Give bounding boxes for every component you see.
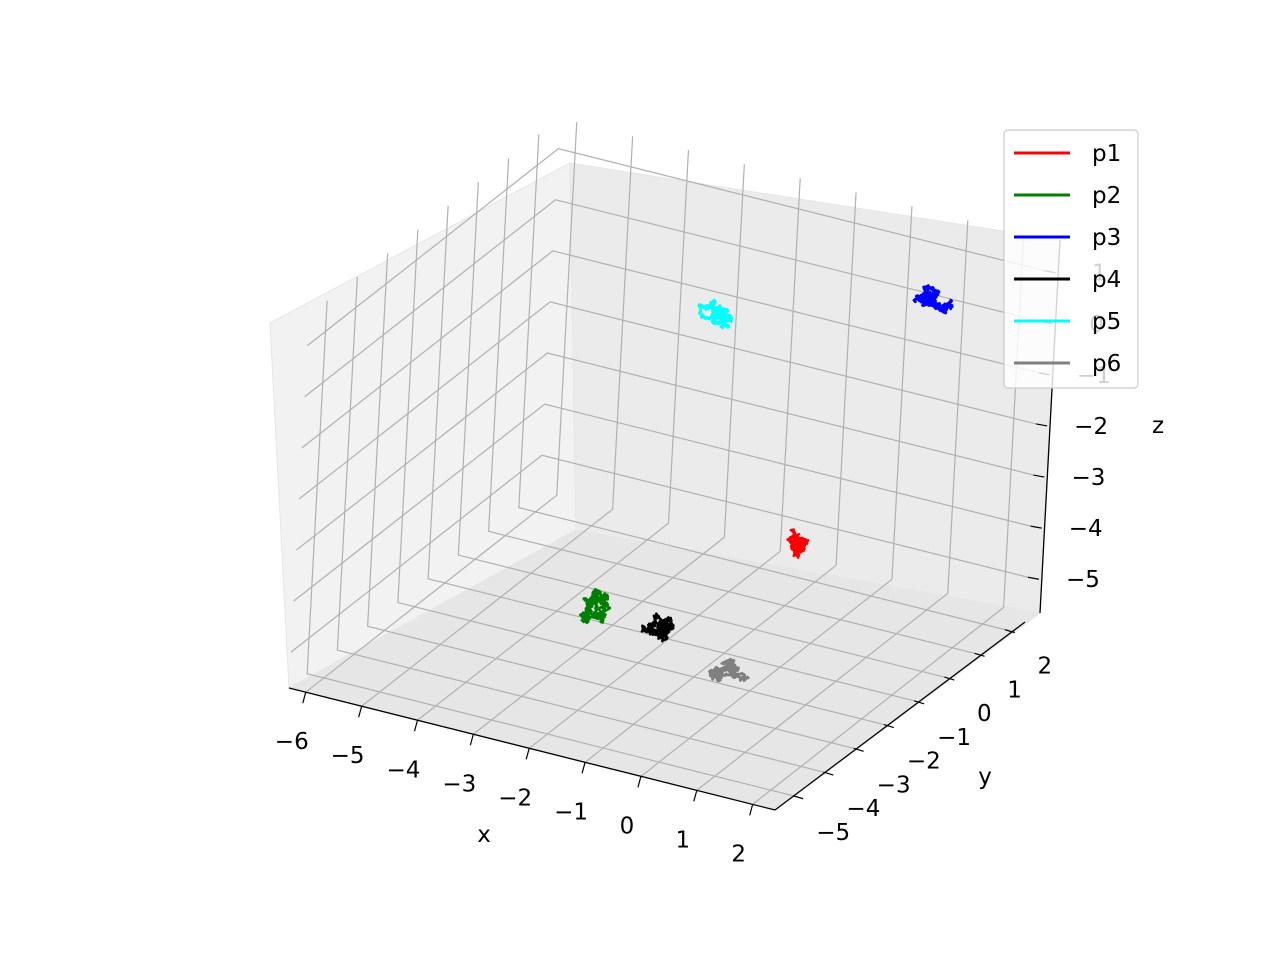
z-tick-label: −5 xyxy=(1066,567,1100,593)
series-p4-trajectory xyxy=(640,612,675,643)
y-tick-label: −1 xyxy=(937,725,971,751)
x-tick-label: −5 xyxy=(331,743,365,769)
series-p1-trajectory xyxy=(786,528,810,559)
y-gridline xyxy=(397,229,885,726)
z-tick xyxy=(1036,423,1048,427)
y-axis-line xyxy=(774,621,1026,811)
series-group xyxy=(578,284,954,683)
z-tick xyxy=(1033,474,1045,478)
x-tick xyxy=(525,748,530,760)
x-tick-label: 2 xyxy=(731,841,746,867)
z-tick-label: −2 xyxy=(1074,414,1108,440)
legend: p1 p2 p3 p4 p5 p6 xyxy=(1003,129,1139,389)
y-gridline xyxy=(427,205,915,702)
x-tick-label: −4 xyxy=(387,757,421,783)
z-gridline xyxy=(301,250,1040,449)
y-tick-label: −4 xyxy=(846,796,880,822)
y-gridline xyxy=(457,182,945,678)
y-tick xyxy=(823,771,834,776)
series-p2-trajectory xyxy=(578,587,612,625)
x-gridline xyxy=(528,178,801,749)
z-axis-label: z xyxy=(1152,413,1164,439)
x-axis-label: x xyxy=(477,822,491,848)
y-tick xyxy=(944,676,955,681)
y-gridline xyxy=(518,134,1005,631)
y-tick xyxy=(853,747,864,752)
y-axis-label: y xyxy=(978,764,992,790)
y-tick xyxy=(974,652,985,657)
x-tick xyxy=(358,706,363,718)
x-gridline xyxy=(417,150,690,721)
legend-label-p2: p2 xyxy=(1092,183,1121,209)
y-tick-label: 0 xyxy=(977,701,992,727)
series-p5-trajectory xyxy=(697,298,734,330)
z-tick-label: −4 xyxy=(1069,516,1103,542)
z-gridline xyxy=(298,301,1037,500)
y-tick xyxy=(1004,629,1016,634)
x-tick-label: −3 xyxy=(442,771,476,797)
y-gridline xyxy=(487,158,975,654)
x-tick-label: −6 xyxy=(275,729,309,755)
x-gridline xyxy=(472,164,745,735)
x-tick xyxy=(413,720,419,732)
legend-label-p4: p4 xyxy=(1092,267,1121,293)
y-tick xyxy=(883,723,895,729)
x-axis-line xyxy=(288,687,776,811)
y-tick xyxy=(792,795,804,800)
x-tick-label: −1 xyxy=(554,799,588,825)
series-p6-trajectory xyxy=(708,657,750,683)
z-gridline xyxy=(296,352,1034,551)
legend-frame xyxy=(1003,129,1139,389)
x-gridline xyxy=(640,206,913,777)
x-tick xyxy=(637,776,642,788)
x-tick-label: −2 xyxy=(498,785,532,811)
y-tick-label: 2 xyxy=(1038,654,1053,680)
legend-label-p5: p5 xyxy=(1092,309,1121,335)
z-gridline xyxy=(293,403,1031,602)
y-tick-label: −2 xyxy=(907,749,941,775)
z-gridline xyxy=(304,199,1042,398)
series-p3-trajectory xyxy=(912,284,954,315)
grid-lines xyxy=(290,122,1045,805)
y-tick-label: −3 xyxy=(877,772,911,798)
y-gridline xyxy=(367,253,854,749)
z-gridline xyxy=(306,148,1045,347)
x-gridline xyxy=(361,136,634,707)
y-tick-label: 1 xyxy=(1007,677,1022,703)
y-tick xyxy=(913,700,925,705)
legend-label-p6: p6 xyxy=(1092,351,1121,377)
z-tick xyxy=(1030,525,1042,529)
legend-label-p1: p1 xyxy=(1092,141,1121,167)
z-gridline xyxy=(290,454,1029,653)
x-tick xyxy=(749,804,754,816)
x-gridline xyxy=(696,220,969,791)
x-tick-label: 0 xyxy=(620,813,635,839)
z-tick xyxy=(1027,576,1040,580)
x-tick-label: 1 xyxy=(675,827,690,853)
x-gridline xyxy=(584,192,857,763)
x-tick xyxy=(469,734,474,746)
y-gridline xyxy=(336,276,824,773)
z-tick-label: −3 xyxy=(1071,465,1105,491)
x-tick xyxy=(302,692,307,704)
x-tick xyxy=(693,790,698,802)
y-tick-label: −5 xyxy=(816,820,850,846)
legend-label-p3: p3 xyxy=(1092,225,1121,251)
x-tick xyxy=(581,762,586,774)
y-gridline xyxy=(306,300,794,797)
x-gridline xyxy=(305,122,578,693)
